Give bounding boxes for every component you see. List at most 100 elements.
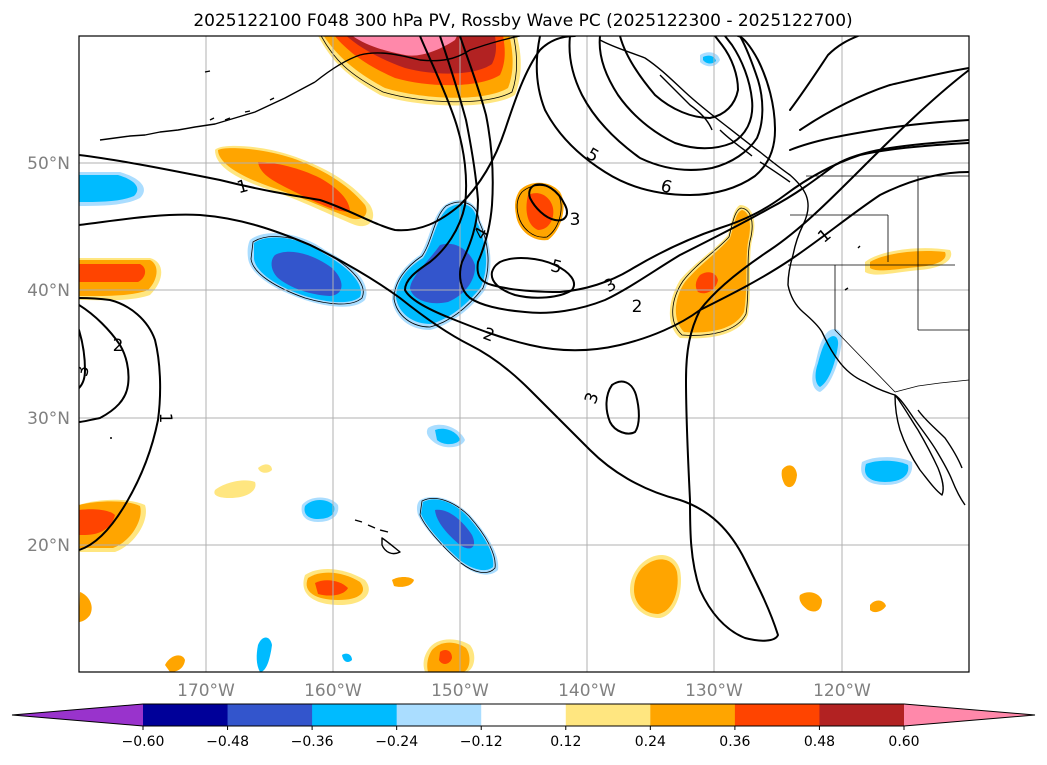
colorbar-segment — [734, 704, 820, 726]
anomaly-south-bottom-red — [439, 650, 452, 664]
lat-label: 40°N — [27, 281, 70, 301]
contour-2 — [79, 304, 130, 423]
anomaly-central-neg-blue — [410, 243, 476, 304]
anomaly-small-2 — [214, 480, 256, 498]
contour-1-sw — [79, 297, 162, 551]
contour-east-2 — [799, 67, 969, 131]
colorbar-segment — [396, 704, 482, 726]
anomaly-small-neg-3 — [256, 637, 272, 672]
lat-axis-labels: 50°N 40°N 30°N 20°N — [27, 154, 70, 556]
contour-6 — [598, 36, 754, 150]
colorbar-tick-label: 0.24 — [635, 734, 666, 750]
contour-3-small — [528, 183, 568, 222]
lat-label: 50°N — [27, 154, 70, 174]
coastline-us-west — [787, 194, 966, 506]
anomaly-hawaii-south-red — [315, 580, 348, 596]
coastline-gulf-california — [917, 409, 963, 469]
border-us-mexico — [894, 379, 969, 393]
colorbar-segment — [481, 704, 567, 726]
lat-label: 20°N — [27, 536, 70, 556]
colorbar-tick-label: −0.12 — [460, 734, 503, 750]
colorbar-tick-label: 0.60 — [888, 734, 919, 750]
colorbar-segment — [227, 704, 313, 726]
positive-anomalies — [79, 36, 952, 672]
anomaly-small-7 — [799, 592, 822, 612]
coastlines — [99, 36, 969, 555]
anomaly-coast-west-red — [695, 272, 718, 294]
contour-label: 1 — [155, 413, 175, 424]
colorbar-tick-label: −0.24 — [375, 734, 418, 750]
contour-6-inner — [619, 36, 739, 119]
anomaly-alaska-gulf-pink — [352, 36, 457, 56]
anomaly-nevada-orange — [870, 251, 946, 271]
colorbar-extend-max — [904, 704, 1035, 726]
map-frame — [78, 35, 970, 673]
anomaly-coast-neg-cyan — [815, 336, 839, 387]
colorbar: −0.60 −0.48 −0.36 −0.24 −0.12 0.12 0.24 0.36 0.4… — [11, 703, 1036, 750]
anomaly-sw-edge-red — [79, 509, 115, 535]
contour-5-outer — [535, 36, 776, 196]
anomaly-small-4 — [79, 592, 92, 622]
anomaly-alaska-neg-cyan — [703, 55, 716, 64]
colorbar-extend-min — [12, 704, 143, 726]
anomaly-small-neg-4 — [342, 653, 352, 663]
colorbar-tick-label: 0.12 — [550, 734, 581, 750]
pv-contours — [79, 36, 969, 642]
anomaly-coast-west-orange — [675, 210, 750, 333]
anomaly-small-neg-1-cyan — [435, 428, 460, 445]
colorbar-segment — [143, 704, 229, 726]
contour-label: 3 — [72, 364, 94, 378]
colorbar-segment — [565, 704, 651, 726]
contour-2-main — [404, 36, 969, 352]
contour-3-loop — [605, 380, 640, 435]
contour-1-main — [79, 69, 969, 642]
colorbar-tick-label: 0.48 — [804, 734, 835, 750]
lon-label: 170°W — [177, 681, 235, 701]
colorbar-tick-label: −0.36 — [291, 734, 334, 750]
contour-label: 3 — [570, 210, 581, 230]
colorbar-segment — [819, 704, 905, 726]
anomaly-south-central-orange — [634, 559, 678, 614]
anomaly-nw-pacific-1-red — [258, 162, 350, 212]
coastline-small-islands — [110, 70, 861, 439]
colorbar-tick-label: −0.48 — [206, 734, 249, 750]
contour-east — [789, 119, 969, 151]
colorbar-segment — [312, 704, 398, 726]
gridlines — [79, 36, 969, 672]
lon-label: 160°W — [304, 681, 362, 701]
anomaly-small-neg-2-cyan — [304, 500, 335, 519]
contour-3 — [439, 36, 969, 314]
anomaly-west-neg-blue — [79, 175, 138, 202]
lat-label: 30°N — [27, 409, 70, 429]
anomaly-mexico-neg-cyan — [864, 460, 909, 482]
contour-label: 2 — [113, 336, 124, 356]
anomaly-small-3 — [258, 464, 272, 473]
coastline-bc-islands — [659, 74, 791, 183]
lon-label: 120°W — [813, 681, 871, 701]
anomaly-small-6 — [781, 465, 797, 488]
chart-title: 2025122100 F048 300 hPa PV, Rossby Wave … — [193, 11, 852, 31]
anomaly-midpac-neg-blue — [271, 251, 342, 296]
lon-label: 130°W — [685, 681, 743, 701]
contour-5-loop — [490, 257, 575, 299]
contour-label: 5 — [548, 256, 564, 278]
anomaly-small-8 — [870, 600, 886, 613]
contour-label: 6 — [658, 176, 674, 198]
coastline-baja — [894, 394, 944, 496]
lon-axis-labels: 170°W 160°W 150°W 140°W 130°W 120°W — [177, 681, 871, 701]
colorbar-tick-label: 0.36 — [719, 734, 750, 750]
colorbar-tick-label: −0.60 — [122, 734, 165, 750]
anomaly-small-5 — [165, 655, 185, 672]
coastline-alaska-aleutians — [99, 81, 316, 141]
lon-label: 140°W — [558, 681, 616, 701]
contour-east-3 — [789, 36, 859, 111]
contour-5-inner — [568, 36, 764, 171]
colorbar-segment — [650, 704, 736, 726]
contour-label: 1 — [235, 176, 251, 198]
anomaly-small-1 — [392, 577, 414, 587]
contour-label: 2 — [632, 297, 643, 317]
contour-3-west — [79, 329, 86, 389]
lon-label: 150°W — [431, 681, 489, 701]
coastline-alaska-south — [314, 36, 521, 83]
